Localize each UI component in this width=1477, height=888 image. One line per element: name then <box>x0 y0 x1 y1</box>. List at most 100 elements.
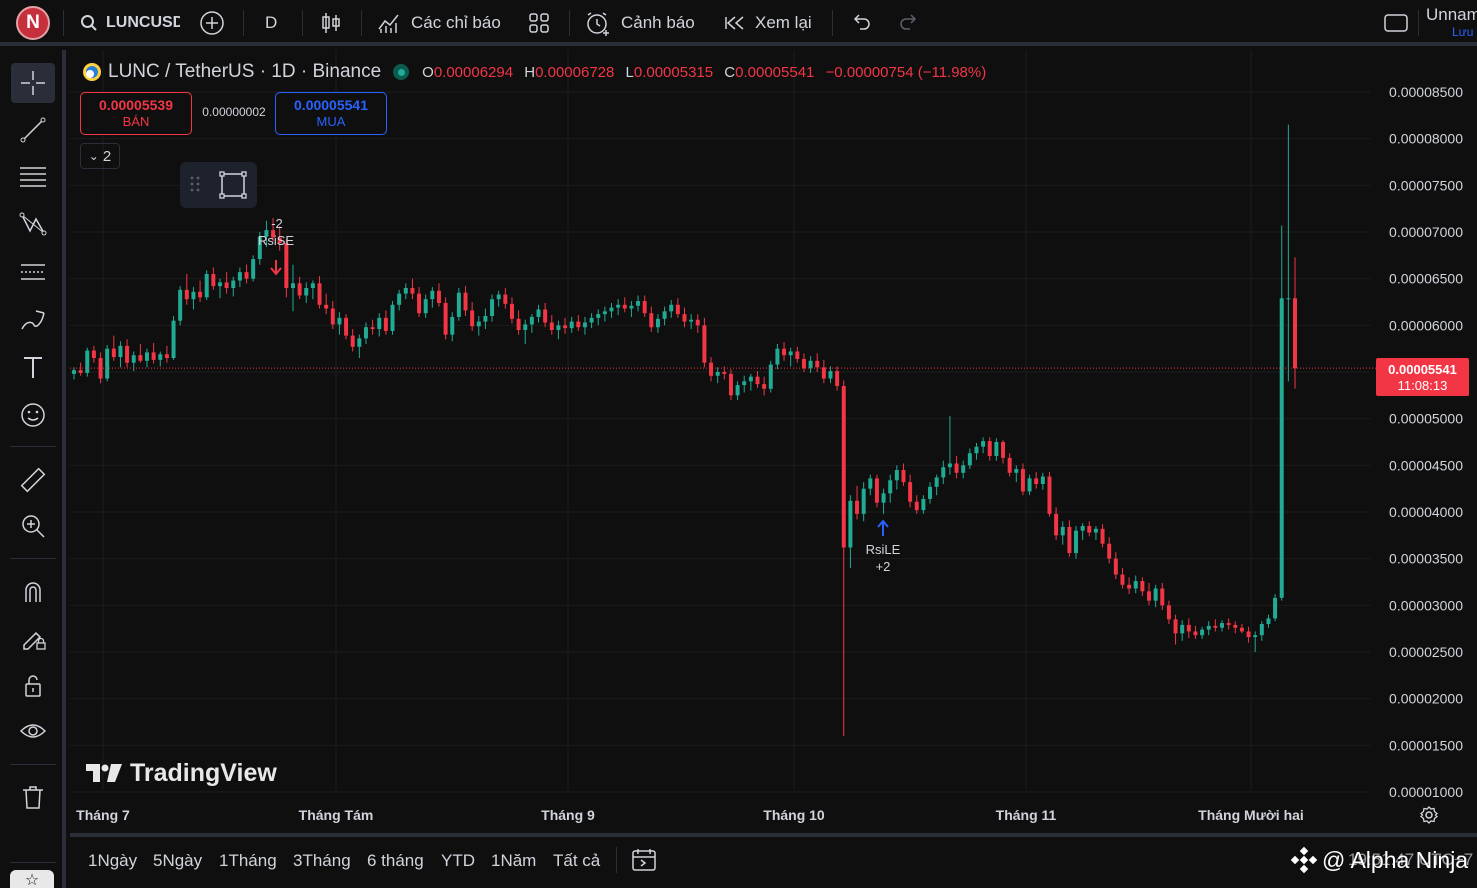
candle-body <box>742 381 747 386</box>
candle-body <box>304 288 309 296</box>
replay-label: Xem lại <box>755 13 812 32</box>
candle-body <box>1074 530 1079 554</box>
symbol-search-button[interactable]: LUNCUSD <box>80 0 180 46</box>
magnet-tool[interactable] <box>11 571 55 611</box>
range-1m[interactable]: 1Tháng <box>219 851 277 870</box>
alert-button[interactable]: Cảnh báo <box>585 0 695 46</box>
user-avatar[interactable]: N <box>16 6 50 40</box>
brush-tool[interactable] <box>11 300 55 340</box>
range-6m[interactable]: 6 tháng <box>367 851 424 870</box>
emoji-tool[interactable] <box>11 395 55 435</box>
candle-body <box>145 352 149 361</box>
floating-drawing-toolbar[interactable] <box>180 162 257 208</box>
x-axis-label: Tháng Mười hai <box>1198 807 1304 823</box>
candle-body <box>1067 526 1072 554</box>
goto-date-icon[interactable] <box>631 847 657 873</box>
lock-tool[interactable] <box>11 665 55 705</box>
utc-clock[interactable]: 19:51:47 UTC+7 <box>1348 850 1474 869</box>
templates-button[interactable] <box>528 0 550 46</box>
candle-body <box>636 301 641 306</box>
fib-tool[interactable] <box>11 157 55 197</box>
spread-value: 0.00000002 <box>202 105 266 119</box>
y-axis-label: 0.00007500 <box>1389 177 1463 193</box>
ruler-tool[interactable] <box>11 460 55 500</box>
buy-arrow-icon <box>877 519 889 536</box>
sell-button[interactable]: 0.00005539 BÁN <box>80 92 192 135</box>
bottom-toolbar: 1Ngày 5Ngày 1Tháng 3Tháng 6 tháng YTD 1N… <box>70 833 1477 888</box>
x-axis-label: Tháng 10 <box>763 807 825 823</box>
x-axis-label: Tháng Tám <box>299 807 374 823</box>
pattern-tool[interactable] <box>11 204 55 244</box>
symbol-title[interactable]: LUNC / TetherUS · 1D · Binance <box>108 61 382 82</box>
candle-body <box>1133 581 1138 589</box>
candle-body <box>430 290 435 300</box>
tradingview-logo[interactable]: TradingView <box>84 757 277 789</box>
candle-body <box>795 351 800 359</box>
candle-body <box>622 304 627 309</box>
separator <box>10 446 56 447</box>
candle-body <box>184 289 189 300</box>
range-ytd[interactable]: YTD <box>441 851 475 870</box>
chart-pane[interactable]: 0.00008500 0.00008000 0.00007500 0.00007000… <box>70 50 1477 833</box>
redo-button[interactable] <box>898 0 920 46</box>
add-circle-icon <box>200 11 224 35</box>
range-5d[interactable]: 5Ngày <box>153 851 203 870</box>
layout-button[interactable] <box>1383 0 1409 46</box>
indicators-button[interactable]: Các chỉ báo <box>377 0 501 46</box>
candle-body <box>370 327 375 330</box>
buy-button[interactable]: 0.00005541 MUA <box>275 92 387 135</box>
interval-button[interactable]: D <box>265 13 278 32</box>
text-tool[interactable] <box>11 347 55 387</box>
signal-sell-qty: -2 <box>271 216 283 231</box>
trendline-tool[interactable] <box>11 110 55 150</box>
market-status-icon[interactable] <box>393 64 410 80</box>
tv-logo-text: TradingView <box>130 758 277 787</box>
candle-body <box>1054 513 1059 536</box>
candle-body <box>682 314 687 322</box>
indicators-toggle[interactable]: ⌄ 2 <box>80 143 120 169</box>
range-1y[interactable]: 1Năm <box>491 851 537 870</box>
candle-body <box>901 470 906 483</box>
open-key: O <box>422 63 434 81</box>
candle-body <box>158 354 163 360</box>
undo-button[interactable] <box>850 0 872 46</box>
candle-body <box>383 317 388 331</box>
prediction-tool[interactable] <box>11 252 55 292</box>
visibility-tool[interactable] <box>11 711 55 751</box>
range-1d[interactable]: 1Ngày <box>88 851 138 870</box>
candle-body <box>1293 298 1297 369</box>
candle-body <box>1246 631 1251 638</box>
favorites-button[interactable]: ☆ <box>10 870 54 888</box>
drag-handle-icon[interactable] <box>188 175 204 195</box>
compare-button[interactable] <box>199 0 225 46</box>
axis-settings-icon[interactable] <box>1419 805 1439 825</box>
zoom-tool[interactable] <box>11 506 55 546</box>
candle-body <box>1253 635 1258 638</box>
save-status[interactable]: Lưu <box>1452 25 1474 39</box>
candle-body <box>888 480 893 494</box>
rectangle-select-icon[interactable] <box>218 170 248 200</box>
range-all[interactable]: Tất cả <box>553 851 601 870</box>
candle-body <box>609 307 614 312</box>
candle-body <box>947 463 952 468</box>
candle-body <box>72 370 76 374</box>
signal-buy-qty: +2 <box>876 559 891 574</box>
candle-body <box>801 358 806 369</box>
crosshair-tool[interactable] <box>11 63 55 103</box>
chart-type-button[interactable] <box>320 0 342 46</box>
layout-name[interactable]: Unnam <box>1426 5 1477 24</box>
price-chart[interactable]: 0.00008500 0.00008000 0.00007500 0.00007000… <box>70 50 1477 833</box>
remove-drawings-tool[interactable] <box>11 777 55 817</box>
range-3m[interactable]: 3Tháng <box>293 851 351 870</box>
candle-body <box>762 384 767 389</box>
crosshair-icon <box>21 71 45 95</box>
candle-body <box>324 304 329 309</box>
candle-body <box>264 230 269 237</box>
replay-button[interactable]: Xem lại <box>724 0 812 46</box>
lock-drawing-tool[interactable] <box>11 618 55 658</box>
separator <box>63 10 64 36</box>
candle-body <box>191 291 196 300</box>
redo-icon <box>900 14 917 30</box>
candle-body <box>1173 619 1178 634</box>
candle-body <box>914 501 919 511</box>
